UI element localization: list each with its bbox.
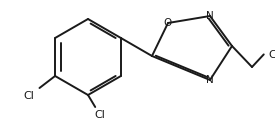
Text: O: O <box>164 18 172 28</box>
Text: Cl: Cl <box>95 110 105 118</box>
Text: N: N <box>206 75 214 85</box>
Text: Cl: Cl <box>268 50 275 60</box>
Text: Cl: Cl <box>24 91 35 101</box>
Text: N: N <box>206 11 214 21</box>
